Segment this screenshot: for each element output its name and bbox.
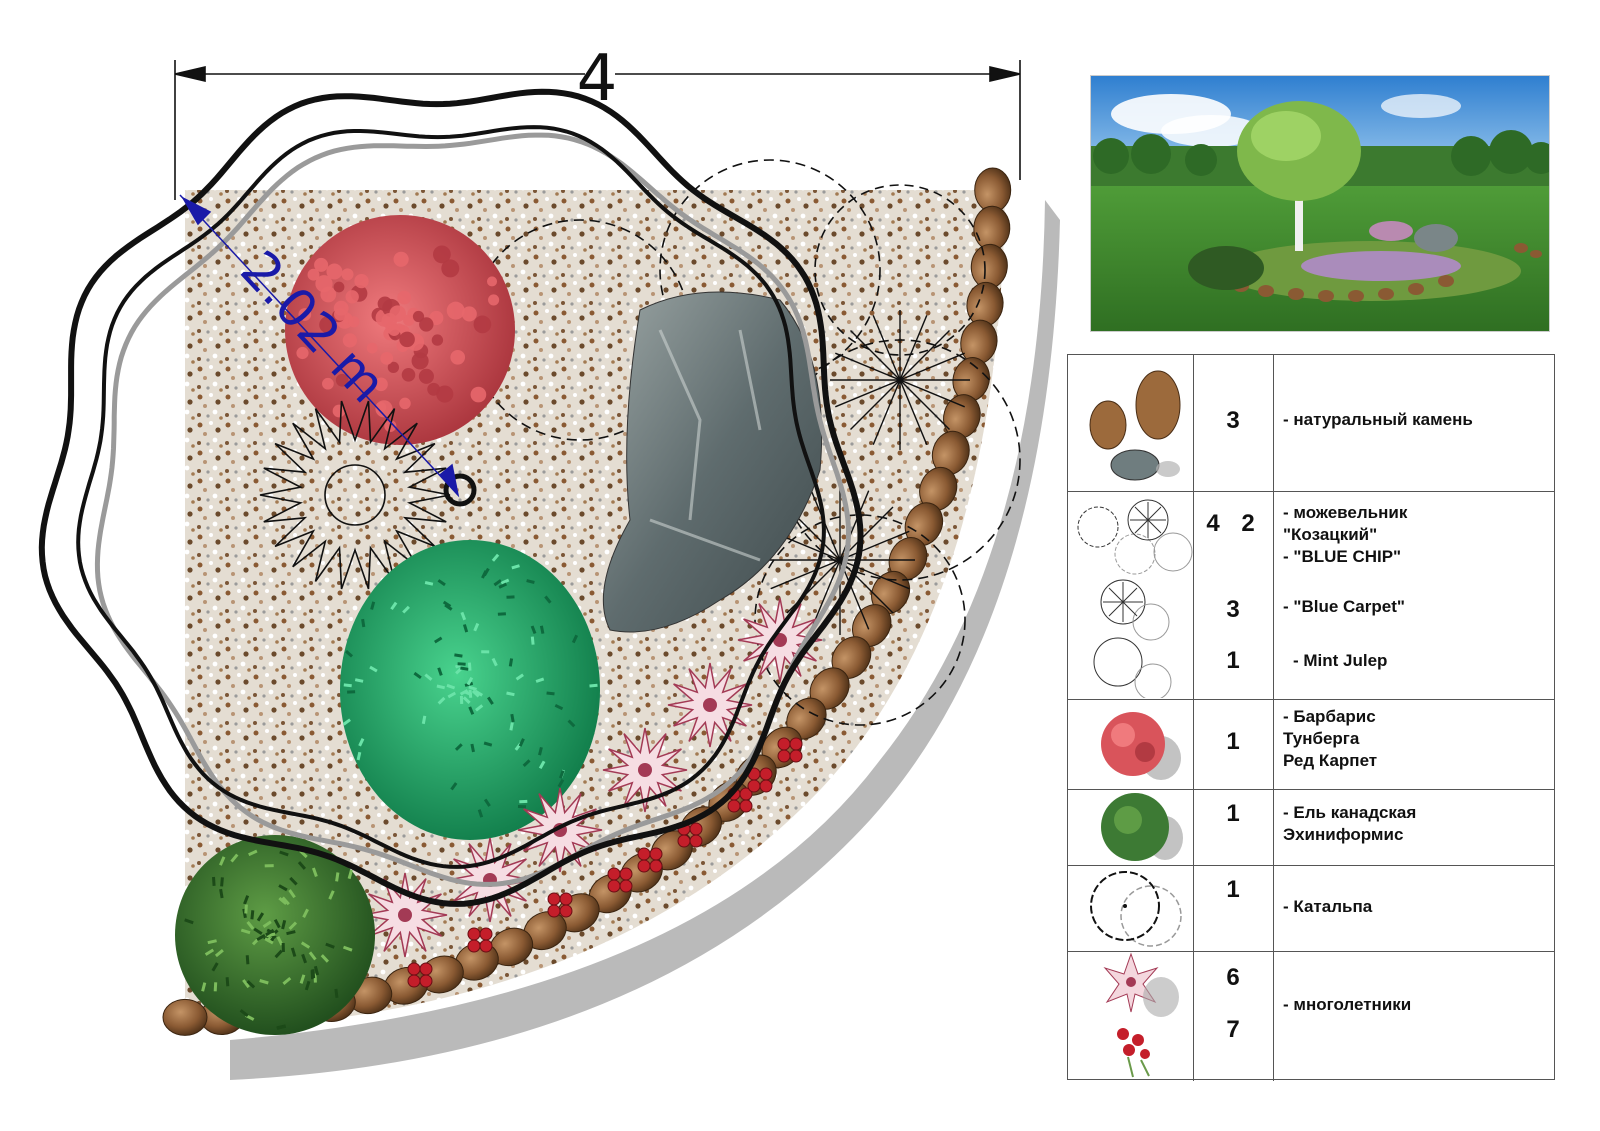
legend-row-catalpa: 1 - Катальпа — [1068, 865, 1554, 951]
garden-plan: 4 2.02 m — [0, 0, 1060, 1131]
legend-name-perennials: - многолетники — [1283, 994, 1411, 1016]
legend-name-bluechip: - "BLUE CHIP" — [1283, 546, 1401, 568]
legend-name-stone: - натуральный камень — [1283, 409, 1473, 431]
border-stone — [163, 999, 207, 1035]
legend-name-mintjulep: - Mint Julep — [1293, 650, 1387, 672]
legend-row-barberry: 1 - Барбарис Тунберга Ред Карпет — [1068, 699, 1554, 789]
barberry-icon — [1073, 700, 1193, 788]
legend-qty-bluechip: 2 — [1233, 510, 1263, 538]
legend-name-bluecarpet: - "Blue Carpet" — [1283, 596, 1405, 618]
spruce-icon — [1073, 790, 1193, 864]
legend-row-stone: 3 - натуральный камень — [1068, 355, 1554, 491]
legend-name-spruce: - Ель канадская — [1283, 802, 1416, 824]
legend-name-spruce-2: Эхиниформис — [1283, 824, 1403, 846]
legend-qty-stone: 3 — [1193, 407, 1273, 435]
legend-qty-barberry: 1 — [1193, 728, 1273, 756]
legend-qty-catalpa: 1 — [1193, 876, 1273, 904]
legend-table: 3 - натуральный камень 4 2 3 1 - можевел… — [1067, 354, 1555, 1080]
legend-name-catalpa: - Катальпа — [1283, 896, 1372, 918]
preview-render — [1090, 75, 1550, 332]
legend-name-kozak: "Козацкий" — [1283, 524, 1377, 546]
juniper-symbol-icon — [1073, 492, 1193, 698]
catalpa-symbol-icon — [1073, 866, 1193, 950]
legend-row-perennials: 6 7 - многолетники — [1068, 951, 1554, 1081]
legend-name-juniper: - можевельник — [1283, 502, 1407, 524]
border-stone — [975, 168, 1011, 212]
width-label: 4 — [577, 42, 618, 116]
legend-qty-mintjulep: 1 — [1193, 647, 1273, 675]
legend-qty-bluecarpet: 3 — [1193, 596, 1273, 624]
perennial-icon — [1073, 952, 1193, 1080]
legend-qty-perennials-b: 7 — [1193, 1016, 1273, 1044]
legend-name-barberry-2: Тунберга — [1283, 728, 1359, 750]
stone-icon — [1073, 357, 1193, 487]
legend-name-barberry: - Барбарис — [1283, 706, 1376, 728]
legend-qty-kozak: 4 — [1198, 510, 1228, 538]
legend-qty-spruce: 1 — [1193, 800, 1273, 828]
legend-qty-perennials-a: 6 — [1193, 964, 1273, 992]
legend-row-spruce: 1 - Ель канадская Эхиниформис — [1068, 789, 1554, 865]
legend-row-juniper: 4 2 3 1 - можевельник "Козацкий" - "BLUE… — [1068, 491, 1554, 699]
legend-name-barberry-3: Ред Карпет — [1283, 750, 1377, 772]
